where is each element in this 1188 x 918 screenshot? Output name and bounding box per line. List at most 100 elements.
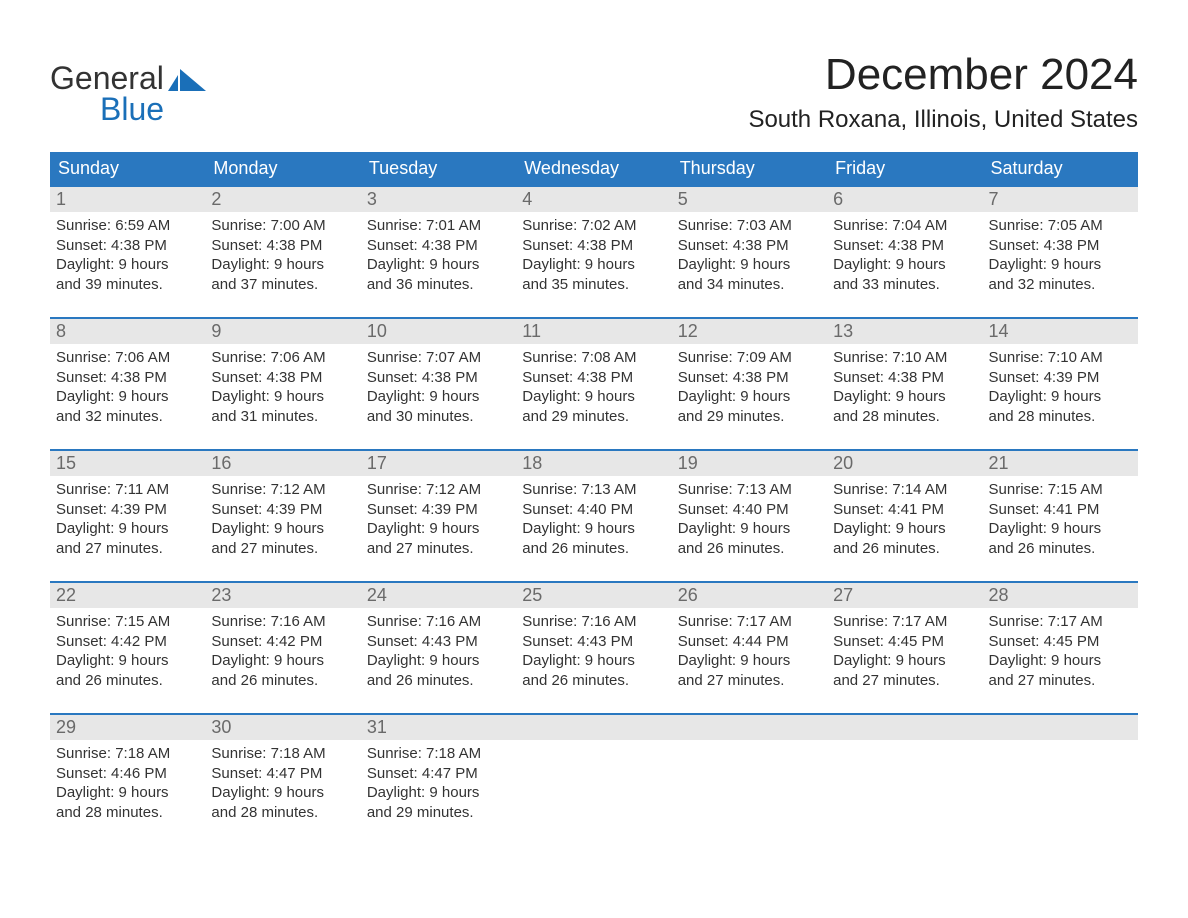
day-sunset: Sunset: 4:38 PM xyxy=(522,236,665,256)
day-d2: and 30 minutes. xyxy=(367,407,510,427)
day-d1: Daylight: 9 hours xyxy=(522,387,665,407)
month-title: December 2024 xyxy=(748,50,1138,100)
weeks-container: 1Sunrise: 6:59 AMSunset: 4:38 PMDaylight… xyxy=(50,185,1138,833)
day-cell: 8Sunrise: 7:06 AMSunset: 4:38 PMDaylight… xyxy=(50,319,205,437)
day-cell: 18Sunrise: 7:13 AMSunset: 4:40 PMDayligh… xyxy=(516,451,671,569)
logo-flag-icon xyxy=(168,69,206,91)
day-d1: Daylight: 9 hours xyxy=(522,255,665,275)
day-cell: 20Sunrise: 7:14 AMSunset: 4:41 PMDayligh… xyxy=(827,451,982,569)
week-row: 29Sunrise: 7:18 AMSunset: 4:46 PMDayligh… xyxy=(50,713,1138,833)
day-number: 16 xyxy=(205,451,360,476)
day-number: 1 xyxy=(50,187,205,212)
day-d2: and 29 minutes. xyxy=(678,407,821,427)
day-number: 24 xyxy=(361,583,516,608)
day-body: Sunrise: 7:16 AMSunset: 4:42 PMDaylight:… xyxy=(205,608,360,690)
day-body: Sunrise: 7:11 AMSunset: 4:39 PMDaylight:… xyxy=(50,476,205,558)
day-sunrise: Sunrise: 7:18 AM xyxy=(56,744,199,764)
day-cell: 14Sunrise: 7:10 AMSunset: 4:39 PMDayligh… xyxy=(983,319,1138,437)
week-row: 8Sunrise: 7:06 AMSunset: 4:38 PMDaylight… xyxy=(50,317,1138,437)
day-number: 29 xyxy=(50,715,205,740)
day-body: Sunrise: 7:12 AMSunset: 4:39 PMDaylight:… xyxy=(205,476,360,558)
day-number: 30 xyxy=(205,715,360,740)
day-cell: 4Sunrise: 7:02 AMSunset: 4:38 PMDaylight… xyxy=(516,187,671,305)
week-row: 1Sunrise: 6:59 AMSunset: 4:38 PMDaylight… xyxy=(50,185,1138,305)
day-body: Sunrise: 7:00 AMSunset: 4:38 PMDaylight:… xyxy=(205,212,360,294)
day-sunrise: Sunrise: 7:12 AM xyxy=(367,480,510,500)
day-d2: and 35 minutes. xyxy=(522,275,665,295)
day-body: Sunrise: 7:17 AMSunset: 4:45 PMDaylight:… xyxy=(827,608,982,690)
day-d2: and 27 minutes. xyxy=(367,539,510,559)
day-d2: and 37 minutes. xyxy=(211,275,354,295)
day-d2: and 27 minutes. xyxy=(678,671,821,691)
day-number: 4 xyxy=(516,187,671,212)
day-body: Sunrise: 7:16 AMSunset: 4:43 PMDaylight:… xyxy=(516,608,671,690)
day-body: Sunrise: 7:16 AMSunset: 4:43 PMDaylight:… xyxy=(361,608,516,690)
day-number: 23 xyxy=(205,583,360,608)
day-d2: and 36 minutes. xyxy=(367,275,510,295)
header: General Blue December 2024 South Roxana,… xyxy=(50,50,1138,134)
brand-word-2: Blue xyxy=(100,91,206,128)
day-sunrise: Sunrise: 7:16 AM xyxy=(211,612,354,632)
day-body: Sunrise: 7:04 AMSunset: 4:38 PMDaylight:… xyxy=(827,212,982,294)
dow-cell: Sunday xyxy=(50,152,205,185)
day-sunset: Sunset: 4:45 PM xyxy=(989,632,1132,652)
day-number: 6 xyxy=(827,187,982,212)
day-cell: 24Sunrise: 7:16 AMSunset: 4:43 PMDayligh… xyxy=(361,583,516,701)
day-body: Sunrise: 7:03 AMSunset: 4:38 PMDaylight:… xyxy=(672,212,827,294)
day-sunset: Sunset: 4:41 PM xyxy=(833,500,976,520)
day-sunrise: Sunrise: 7:06 AM xyxy=(56,348,199,368)
day-cell: . xyxy=(672,715,827,833)
day-cell: 29Sunrise: 7:18 AMSunset: 4:46 PMDayligh… xyxy=(50,715,205,833)
day-d1: Daylight: 9 hours xyxy=(989,387,1132,407)
day-sunset: Sunset: 4:38 PM xyxy=(989,236,1132,256)
day-sunset: Sunset: 4:38 PM xyxy=(211,236,354,256)
day-d1: Daylight: 9 hours xyxy=(211,651,354,671)
day-number: 13 xyxy=(827,319,982,344)
day-body: Sunrise: 7:18 AMSunset: 4:47 PMDaylight:… xyxy=(205,740,360,822)
day-cell: 16Sunrise: 7:12 AMSunset: 4:39 PMDayligh… xyxy=(205,451,360,569)
day-body: Sunrise: 7:10 AMSunset: 4:38 PMDaylight:… xyxy=(827,344,982,426)
day-sunrise: Sunrise: 7:07 AM xyxy=(367,348,510,368)
day-sunset: Sunset: 4:45 PM xyxy=(833,632,976,652)
day-number: 26 xyxy=(672,583,827,608)
day-d1: Daylight: 9 hours xyxy=(833,651,976,671)
day-number: 15 xyxy=(50,451,205,476)
day-cell: 6Sunrise: 7:04 AMSunset: 4:38 PMDaylight… xyxy=(827,187,982,305)
day-number: 20 xyxy=(827,451,982,476)
day-cell: . xyxy=(516,715,671,833)
day-sunset: Sunset: 4:42 PM xyxy=(56,632,199,652)
day-d1: Daylight: 9 hours xyxy=(522,519,665,539)
day-number: 3 xyxy=(361,187,516,212)
day-d1: Daylight: 9 hours xyxy=(678,255,821,275)
day-sunset: Sunset: 4:38 PM xyxy=(522,368,665,388)
day-sunrise: Sunrise: 7:00 AM xyxy=(211,216,354,236)
day-d2: and 26 minutes. xyxy=(522,539,665,559)
day-d1: Daylight: 9 hours xyxy=(833,255,976,275)
day-sunrise: Sunrise: 7:01 AM xyxy=(367,216,510,236)
day-d2: and 26 minutes. xyxy=(522,671,665,691)
day-sunrise: Sunrise: 7:17 AM xyxy=(678,612,821,632)
day-sunset: Sunset: 4:38 PM xyxy=(678,236,821,256)
day-d2: and 33 minutes. xyxy=(833,275,976,295)
day-sunrise: Sunrise: 7:10 AM xyxy=(989,348,1132,368)
day-cell: 27Sunrise: 7:17 AMSunset: 4:45 PMDayligh… xyxy=(827,583,982,701)
day-d2: and 26 minutes. xyxy=(678,539,821,559)
day-sunset: Sunset: 4:38 PM xyxy=(211,368,354,388)
day-d2: and 26 minutes. xyxy=(989,539,1132,559)
day-d2: and 31 minutes. xyxy=(211,407,354,427)
day-body: Sunrise: 7:06 AMSunset: 4:38 PMDaylight:… xyxy=(50,344,205,426)
day-sunset: Sunset: 4:38 PM xyxy=(833,236,976,256)
day-sunrise: Sunrise: 7:09 AM xyxy=(678,348,821,368)
day-d2: and 34 minutes. xyxy=(678,275,821,295)
day-number: 19 xyxy=(672,451,827,476)
day-sunset: Sunset: 4:39 PM xyxy=(56,500,199,520)
day-cell: 17Sunrise: 7:12 AMSunset: 4:39 PMDayligh… xyxy=(361,451,516,569)
day-number: 10 xyxy=(361,319,516,344)
day-sunset: Sunset: 4:39 PM xyxy=(211,500,354,520)
day-number: 12 xyxy=(672,319,827,344)
day-d2: and 29 minutes. xyxy=(367,803,510,823)
day-sunset: Sunset: 4:38 PM xyxy=(678,368,821,388)
calendar: SundayMondayTuesdayWednesdayThursdayFrid… xyxy=(50,152,1138,833)
day-sunrise: Sunrise: 7:15 AM xyxy=(989,480,1132,500)
day-d1: Daylight: 9 hours xyxy=(678,387,821,407)
